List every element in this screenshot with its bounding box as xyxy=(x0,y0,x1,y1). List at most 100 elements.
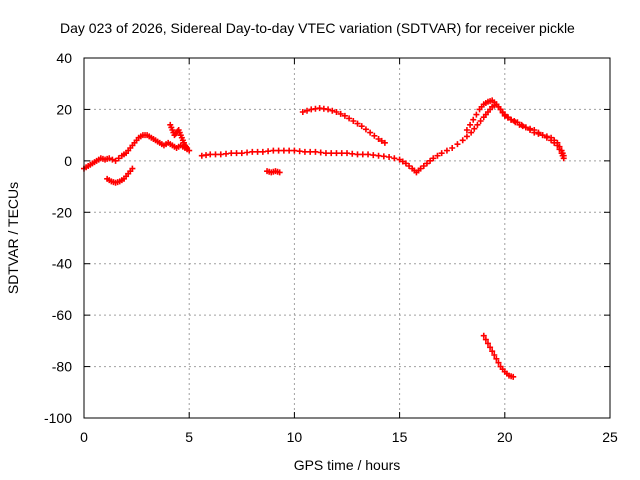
grid xyxy=(84,58,610,418)
data-point xyxy=(322,150,329,157)
x-tick-label: 25 xyxy=(602,429,618,445)
data-point xyxy=(112,157,119,164)
data-point xyxy=(329,107,336,114)
y-tick-label: 20 xyxy=(56,101,72,117)
data-point xyxy=(344,150,350,157)
data-point xyxy=(560,152,567,159)
data-point xyxy=(501,112,508,119)
data-point xyxy=(333,150,340,157)
data-point xyxy=(365,151,372,158)
data-point xyxy=(207,151,214,158)
data-point xyxy=(223,150,230,157)
data-point xyxy=(301,148,308,155)
y-tick-labels: -100 -80 -60 -40 -20 0 20 40 xyxy=(44,50,72,426)
x-tick-labels: 0 5 10 15 20 25 xyxy=(80,429,618,445)
data-point xyxy=(471,125,478,132)
x-tick-label: 20 xyxy=(497,429,513,445)
y-tick-label: -60 xyxy=(52,307,72,323)
data-points xyxy=(81,97,567,380)
data-point xyxy=(362,126,369,133)
data-point xyxy=(233,150,240,157)
data-point xyxy=(427,157,434,164)
y-axis-label: SDTVAR / TECUs xyxy=(5,182,21,294)
y-tick-label: -80 xyxy=(52,359,72,375)
series-arc xyxy=(299,105,388,146)
data-point xyxy=(423,160,430,167)
x-tick-label: 15 xyxy=(392,429,408,445)
data-point xyxy=(333,109,340,115)
series-upper-arm xyxy=(463,97,567,159)
data-point xyxy=(474,121,481,128)
data-point xyxy=(381,139,388,146)
data-point xyxy=(375,152,382,159)
data-point xyxy=(341,112,348,119)
data-point xyxy=(420,163,427,169)
series-early-band xyxy=(81,132,193,172)
data-point xyxy=(349,150,356,157)
data-point xyxy=(489,348,496,355)
series-small-dip xyxy=(264,168,283,176)
data-point xyxy=(519,123,526,130)
data-point xyxy=(482,336,489,343)
data-point xyxy=(325,106,332,113)
data-point xyxy=(473,111,480,118)
data-point xyxy=(463,127,470,133)
data-point xyxy=(244,149,251,156)
data-point xyxy=(449,145,456,151)
data-point xyxy=(459,137,466,144)
data-point xyxy=(487,344,494,351)
tick-marks xyxy=(83,57,611,419)
data-point xyxy=(491,352,498,358)
data-point xyxy=(350,118,357,124)
data-point xyxy=(228,150,235,157)
y-tick-label: 0 xyxy=(64,153,72,169)
data-point xyxy=(430,155,437,162)
data-point xyxy=(512,119,519,126)
data-point xyxy=(299,109,306,115)
y-tick-label: -40 xyxy=(52,256,72,272)
x-axis-label: GPS time / hours xyxy=(294,457,401,473)
y-tick-label: 40 xyxy=(56,50,72,66)
data-point xyxy=(484,340,491,347)
data-point xyxy=(375,136,382,142)
data-point xyxy=(477,118,484,124)
data-point xyxy=(535,129,542,136)
data-point xyxy=(370,152,377,159)
chart-title: Day 023 of 2026, Sidereal Day-to-day VTE… xyxy=(60,20,575,36)
data-point xyxy=(402,160,409,167)
data-point xyxy=(280,147,287,154)
series-early-dip xyxy=(104,165,136,186)
data-point xyxy=(354,151,361,158)
data-point xyxy=(265,148,272,155)
data-point xyxy=(531,127,538,133)
data-point xyxy=(249,148,256,155)
data-point xyxy=(497,106,504,113)
data-point xyxy=(212,151,219,158)
data-point xyxy=(328,150,335,157)
data-point xyxy=(307,148,314,155)
data-point xyxy=(254,148,261,155)
data-point xyxy=(551,137,558,144)
data-point xyxy=(371,132,378,139)
series-main-band xyxy=(198,101,567,176)
data-point xyxy=(508,116,515,123)
data-point xyxy=(270,147,277,154)
data-point xyxy=(317,149,324,156)
data-point xyxy=(438,150,445,157)
data-point xyxy=(554,139,561,146)
data-point xyxy=(304,107,311,114)
data-point xyxy=(539,132,546,139)
data-point xyxy=(276,169,283,176)
data-point xyxy=(380,153,387,160)
data-point xyxy=(337,110,344,117)
data-point xyxy=(115,155,122,162)
y-tick-label: -20 xyxy=(52,204,72,220)
data-point xyxy=(106,155,113,162)
plot-frame xyxy=(83,57,611,419)
data-point xyxy=(296,148,303,155)
data-point xyxy=(346,115,353,122)
data-point xyxy=(259,148,266,155)
data-point xyxy=(434,152,441,159)
